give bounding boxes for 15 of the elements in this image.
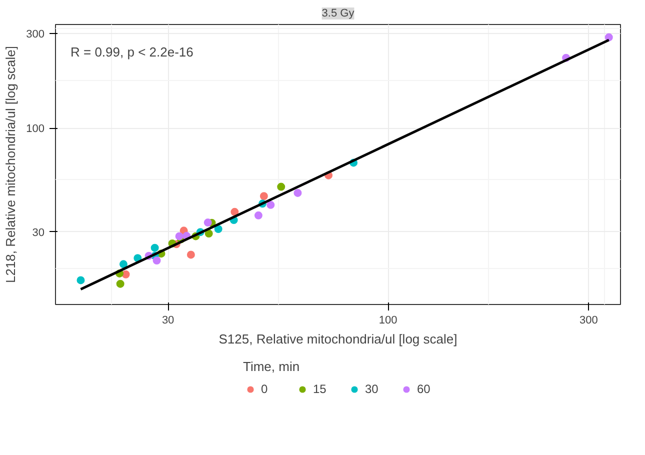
y-axis-title: L218, Relative mitochondria/ul [log scale] <box>3 46 18 284</box>
legend-label: 30 <box>365 382 380 396</box>
legend-label: 0 <box>261 382 269 396</box>
x-tick-label: 100 <box>378 314 398 326</box>
legend-label: 15 <box>313 382 328 396</box>
y-tick-label: 300 <box>26 28 45 40</box>
legend-title: Time, min <box>243 359 301 374</box>
y-tick-label: 30 <box>32 226 45 239</box>
x-tick-label: 30 <box>162 314 174 326</box>
x-tick-label: 300 <box>580 314 598 326</box>
y-tick-label: 100 <box>26 123 45 136</box>
annotation: R = 0.99, p < 2.2e-16 <box>70 44 194 60</box>
chart-title: 3.5 Gy <box>322 8 355 20</box>
x-axis-title: S125, Relative mitochondria/ul [log scale] <box>218 332 458 346</box>
legend-label: 60 <box>417 382 432 396</box>
